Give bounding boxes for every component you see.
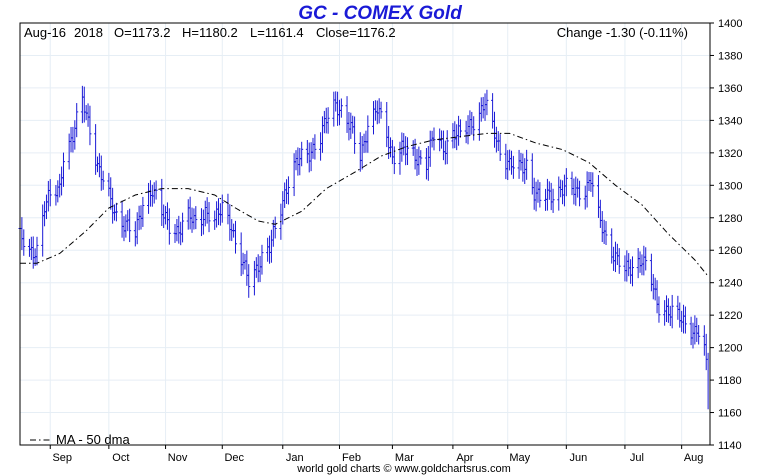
- header-low: L=1161.4: [250, 25, 304, 40]
- y-tick-label: 1200: [718, 343, 742, 355]
- x-tick-label: Jan: [286, 452, 304, 464]
- y-tick-label: 1140: [718, 440, 742, 452]
- x-tick-label: May: [509, 452, 530, 464]
- header-high: H=1180.2: [182, 25, 238, 40]
- price-bars: [18, 85, 709, 410]
- legend-label: MA - 50 dma: [56, 432, 130, 447]
- x-tick-label: Dec: [224, 452, 244, 464]
- y-tick-label: 1380: [718, 50, 742, 62]
- header-change: Change -1.30 (-0.11%): [557, 25, 688, 40]
- y-tick-label: 1400: [718, 18, 742, 30]
- y-tick-label: 1160: [718, 408, 742, 420]
- x-tick-label: Apr: [456, 452, 473, 464]
- x-tick-label: Jul: [630, 452, 644, 464]
- footer-credit: world gold charts © www.goldchartsrus.co…: [296, 463, 511, 475]
- y-tick-label: 1360: [718, 83, 742, 95]
- y-tick-label: 1260: [718, 245, 742, 257]
- y-tick-label: 1220: [718, 310, 742, 322]
- x-axis: Sep Oct Nov Dec Jan Feb Mar Apr May Jun Jul Aug: [49, 445, 704, 464]
- y-tick-label: 1300: [718, 180, 742, 192]
- y-tick-label: 1280: [718, 213, 742, 225]
- x-tick-label: Nov: [168, 452, 188, 464]
- y-axis: 1140 1160 1180 1200 1220 1240 1260 1280 1300 1320…: [710, 18, 742, 452]
- x-tick-label: Aug: [684, 452, 704, 464]
- x-tick-label: Mar: [395, 452, 414, 464]
- plot-frame: [19, 22, 711, 446]
- y-tick-label: 1180: [718, 375, 742, 387]
- moving-average-line: [20, 132, 709, 277]
- header-year: 2018: [74, 25, 103, 40]
- y-tick-label: 1340: [718, 115, 742, 127]
- y-tick-label: 1320: [718, 148, 742, 160]
- y-tick-label: 1240: [718, 278, 742, 290]
- header-open: O=1173.2: [114, 25, 171, 40]
- x-tick-label: Sep: [52, 452, 72, 464]
- x-tick-label: Oct: [112, 452, 129, 464]
- header-date: Aug-16: [24, 25, 66, 40]
- header-close: Close=1176.2: [316, 25, 396, 40]
- x-tick-label: Jun: [569, 452, 587, 464]
- chart-title: GC - COMEX Gold: [298, 3, 462, 24]
- x-tick-label: Feb: [342, 452, 361, 464]
